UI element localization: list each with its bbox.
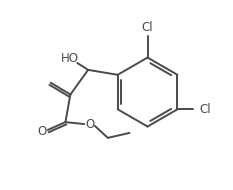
Text: O: O bbox=[37, 125, 46, 139]
Text: HO: HO bbox=[60, 51, 78, 65]
Text: Cl: Cl bbox=[142, 21, 153, 33]
Text: Cl: Cl bbox=[199, 103, 211, 116]
Text: O: O bbox=[86, 118, 95, 131]
